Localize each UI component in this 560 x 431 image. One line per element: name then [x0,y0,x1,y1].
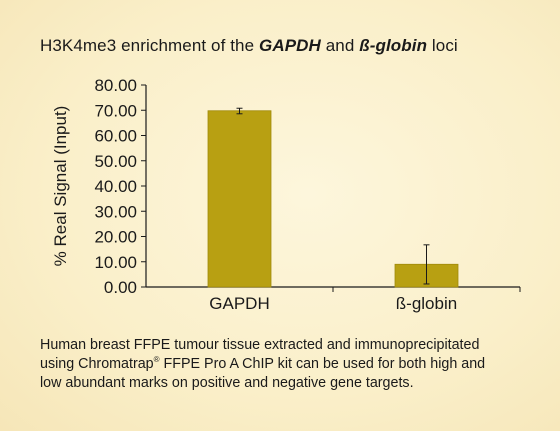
y-tick-label: 70.00 [94,101,137,120]
y-tick-label: 20.00 [94,228,137,247]
title-text-3: loci [427,36,458,55]
x-tick-label: GAPDH [209,294,269,313]
x-tick-label: ß-globin [396,294,457,313]
caption-line-2: using Chromatrap® FFPE Pro A ChIP kit ca… [40,355,540,374]
caption-line-1: Human breast FFPE tumour tissue extracte… [40,337,480,353]
y-tick-label: 0.00 [104,278,137,297]
y-tick-label: 60.00 [94,127,137,146]
y-tick-label: 30.00 [94,202,137,221]
chart-title: H3K4me3 enrichment of the GAPDH and ß-gl… [40,36,458,56]
caption-line-3: low abundant marks on positive and negat… [40,375,414,391]
registered-mark: ® [153,355,160,365]
caption-line-2a: using Chromatrap [40,356,154,372]
title-text-2: and [320,36,360,55]
title-text-1: H3K4me3 enrichment of the [40,36,259,55]
y-tick-label: 40.00 [94,177,137,196]
y-tick-label: 50.00 [94,152,137,171]
title-gene-bglobin: ß-globin [359,36,428,55]
caption-line-2b: FFPE Pro A ChIP kit can be used for both… [159,356,486,372]
y-tick-label: 10.00 [94,253,137,272]
bar [207,110,272,288]
figure-caption: Human breast FFPE tumour tissue extracte… [40,336,540,393]
y-tick-label: 80.00 [94,76,137,95]
y-axis-title: % Real Signal (Input) [51,106,70,267]
title-gene-gapdh: GAPDH [259,36,321,55]
